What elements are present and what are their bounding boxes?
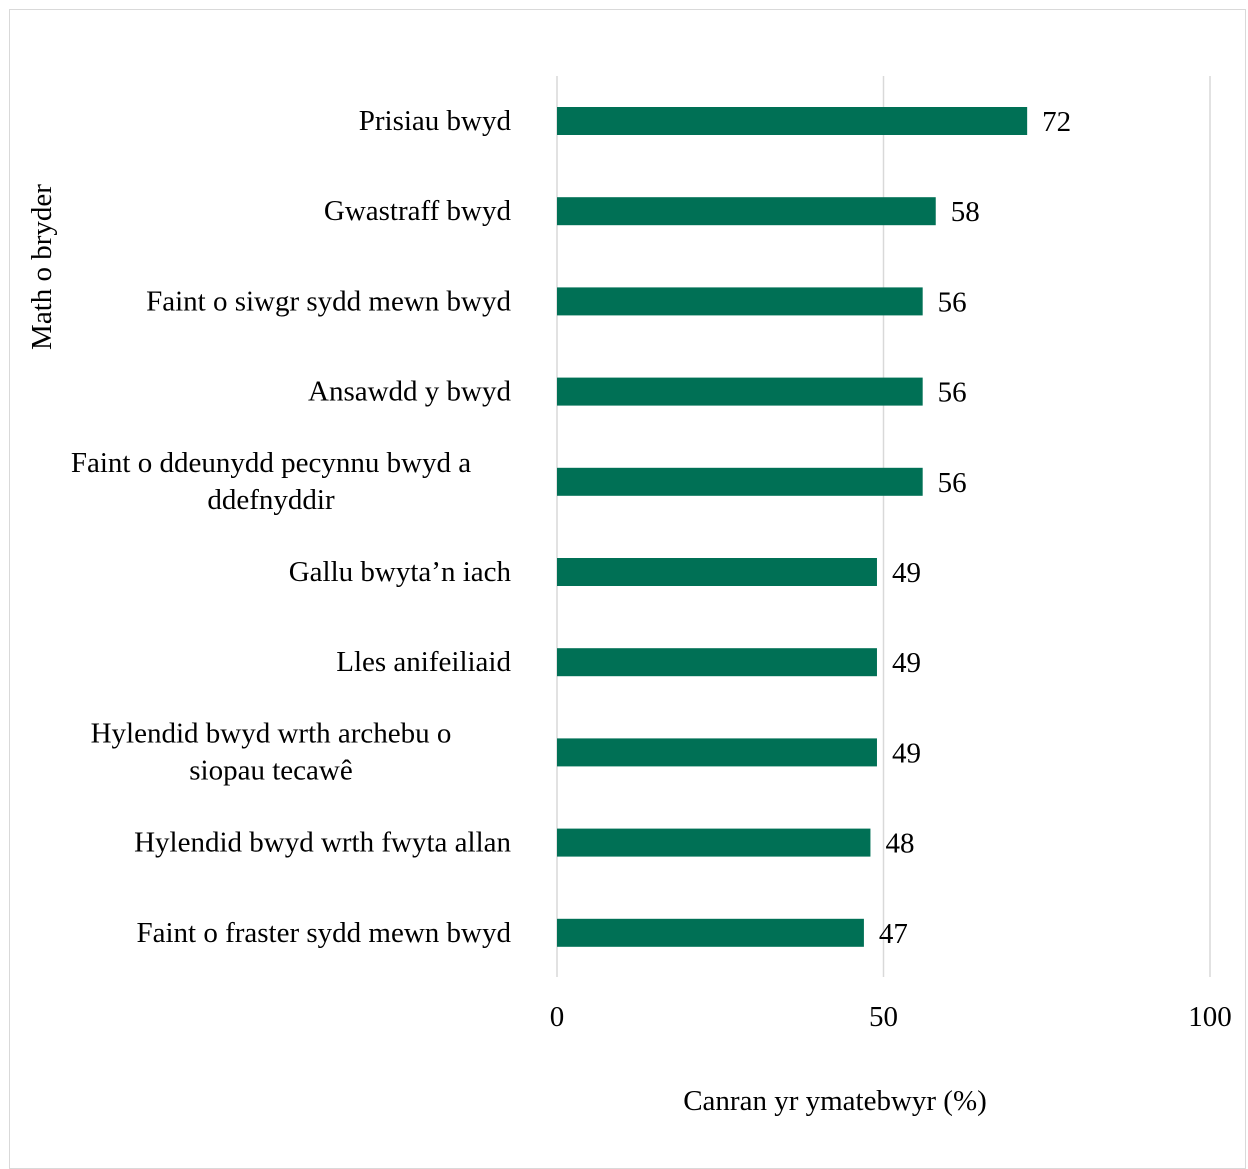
bar xyxy=(557,918,864,947)
data-label: 47 xyxy=(879,918,908,950)
data-label: 58 xyxy=(951,196,980,228)
grid-lines xyxy=(556,76,1211,977)
category-label: Ansawdd y bwyd xyxy=(308,376,511,408)
y-axis-title: Math o bryder xyxy=(26,184,58,350)
bar xyxy=(557,107,1028,135)
category-labels: Prisiau bwyd Gwastraff bwyd Faint o siwgr … xyxy=(71,105,512,949)
bar xyxy=(557,467,923,496)
category-label: Faint o siwgr sydd mewn bwyd xyxy=(146,285,511,317)
bar xyxy=(557,828,871,857)
category-label: Hylendid bwyd wrth fwyta allan xyxy=(134,827,511,859)
bar xyxy=(557,648,877,677)
category-label: Faint o ddeunydd pecynnu bwyd a ddefnyddi… xyxy=(71,447,471,516)
data-label: 49 xyxy=(892,737,921,769)
data-labels: 72 58 56 56 56 49 49 49 48 47 xyxy=(879,106,1071,950)
data-label: 49 xyxy=(892,647,921,679)
bar xyxy=(557,197,936,226)
category-label: Gallu bwyta’n iach xyxy=(289,556,512,588)
bar xyxy=(557,377,923,406)
category-label: Faint o fraster sydd mewn bwyd xyxy=(136,917,511,949)
x-tick-labels: 0 50 100 xyxy=(550,1001,1232,1033)
bar xyxy=(557,738,877,767)
data-label: 72 xyxy=(1042,106,1071,138)
category-label: Lles anifeiliaid xyxy=(336,646,511,678)
category-label: Gwastraff bwyd xyxy=(324,195,512,227)
x-tick-label: 50 xyxy=(869,1001,898,1033)
data-label: 56 xyxy=(938,467,967,499)
category-label: Prisiau bwyd xyxy=(359,105,512,137)
x-tick-label: 0 xyxy=(550,1001,565,1033)
bar xyxy=(557,558,877,586)
data-label: 56 xyxy=(938,286,967,318)
x-axis-title: Canran yr ymatebwyr (%) xyxy=(683,1085,987,1117)
data-label: 49 xyxy=(892,557,921,589)
category-label: Hylendid bwyd wrth archebu o siopau tecaw… xyxy=(91,717,452,786)
x-tick-label: 100 xyxy=(1188,1001,1232,1033)
bar xyxy=(557,287,923,316)
data-label: 56 xyxy=(938,377,967,409)
bars xyxy=(557,107,1028,947)
data-label: 48 xyxy=(885,828,914,860)
